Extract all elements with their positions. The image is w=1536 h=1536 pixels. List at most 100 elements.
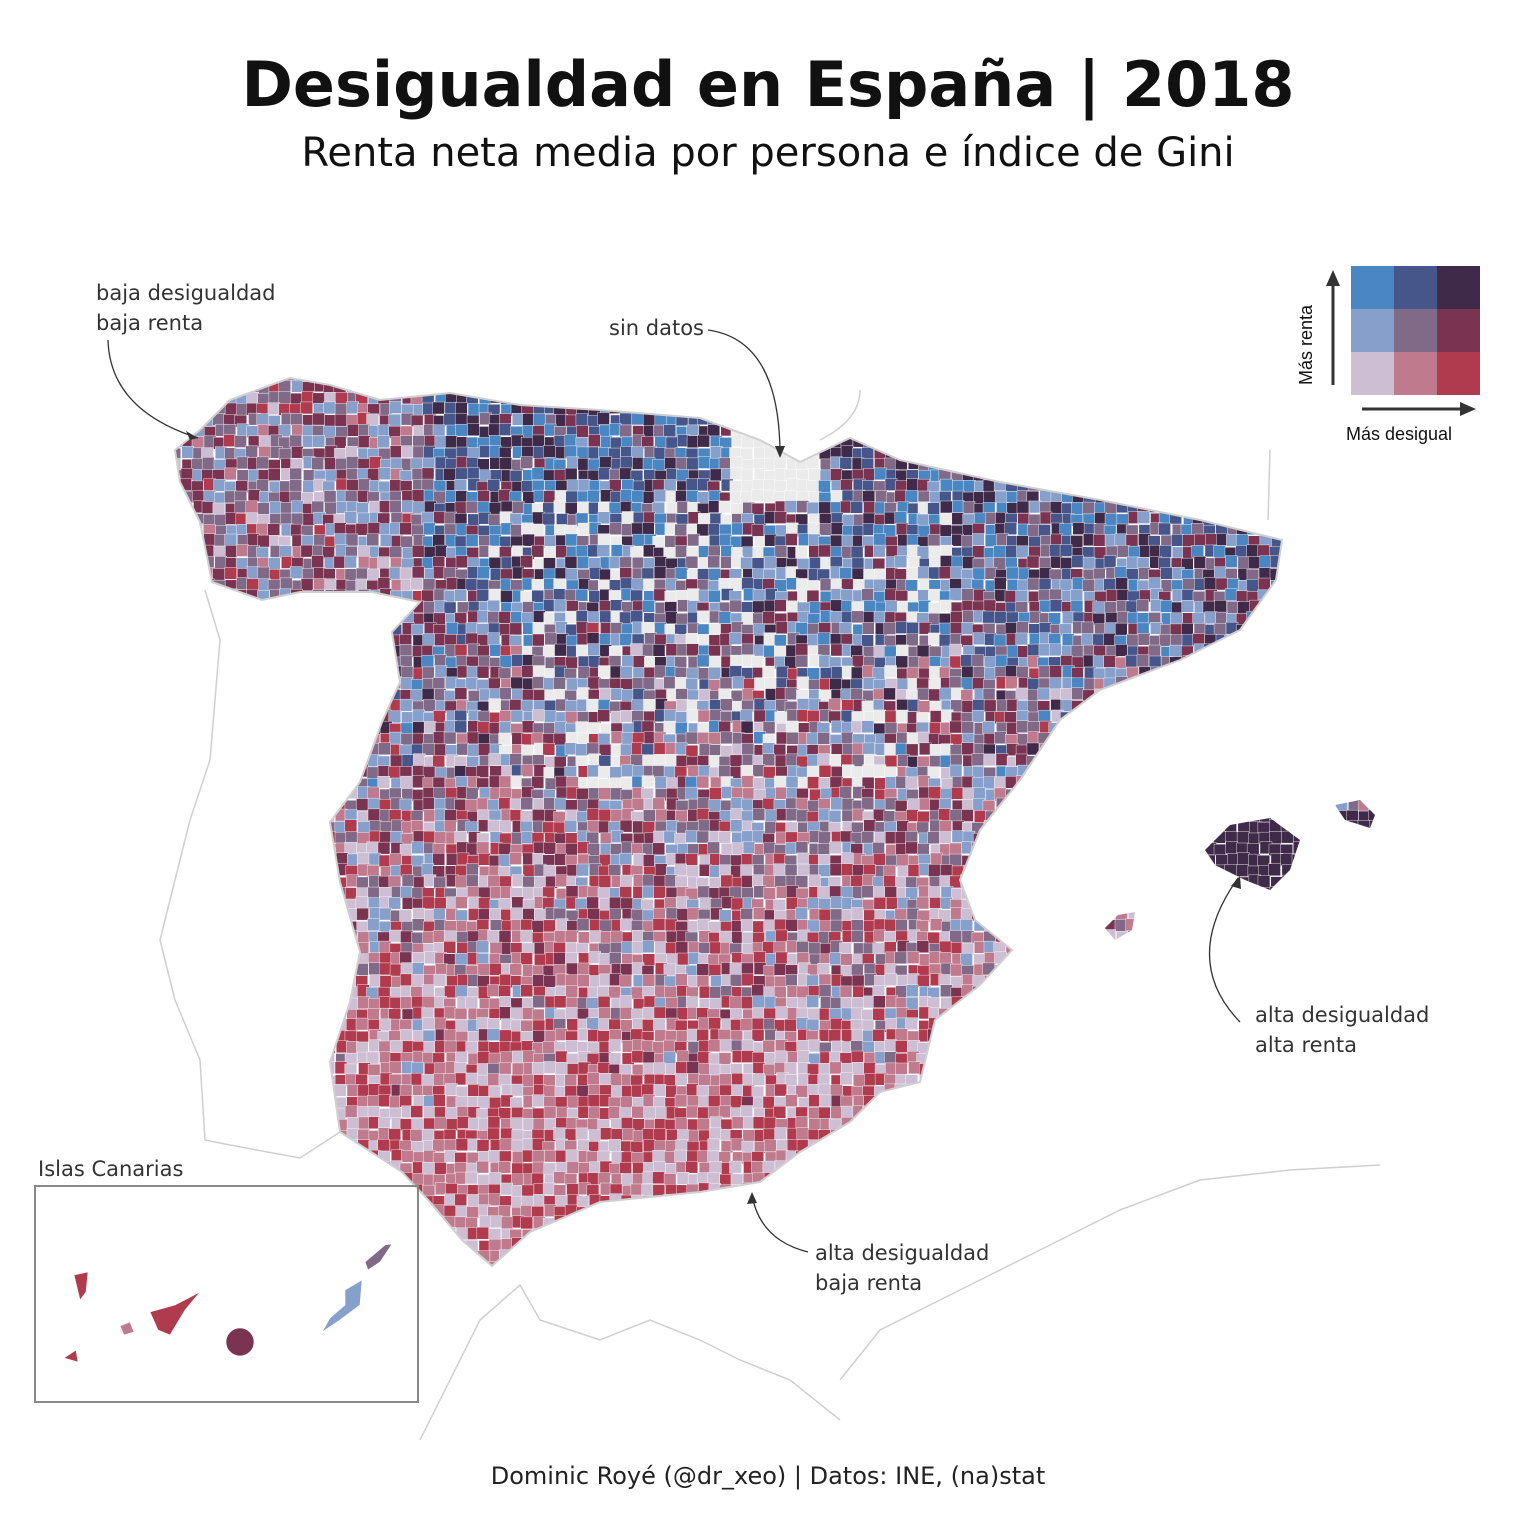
- municipality: [269, 676, 282, 689]
- municipality: [1257, 632, 1270, 645]
- municipality: [587, 379, 600, 392]
- municipality: [763, 414, 777, 427]
- municipality: [521, 665, 534, 678]
- municipality: [818, 765, 832, 778]
- municipality: [993, 820, 1006, 833]
- municipality: [1093, 567, 1106, 581]
- municipality: [1171, 434, 1184, 447]
- municipality: [520, 456, 533, 469]
- municipality: [256, 522, 269, 536]
- municipality: [477, 501, 490, 514]
- municipality: [1323, 568, 1336, 581]
- municipality: [1159, 699, 1172, 712]
- municipality: [775, 621, 789, 634]
- municipality: [1125, 378, 1139, 383]
- municipality: [1303, 677, 1317, 690]
- municipality: [510, 676, 524, 690]
- municipality: [1148, 391, 1162, 404]
- municipality: [1095, 744, 1108, 757]
- municipality: [488, 502, 502, 515]
- municipality: [1258, 378, 1272, 384]
- municipality: [807, 392, 821, 405]
- municipality: [444, 690, 457, 703]
- municipality: [280, 512, 293, 526]
- municipality: [499, 775, 512, 789]
- municipality: [1314, 502, 1328, 516]
- municipality: [1301, 413, 1315, 426]
- municipality: [421, 654, 434, 668]
- municipality: [575, 588, 589, 602]
- municipality: [247, 489, 261, 502]
- municipality: [368, 688, 382, 701]
- municipality: [1257, 711, 1271, 725]
- municipality: [718, 765, 731, 778]
- municipality: [378, 666, 391, 679]
- municipality: [454, 589, 467, 602]
- municipality: [1282, 458, 1295, 472]
- municipality: [1160, 424, 1173, 438]
- municipality: [1171, 502, 1184, 515]
- municipality: [1334, 392, 1348, 406]
- municipality: [1357, 500, 1370, 513]
- municipality: [1202, 810, 1215, 824]
- municipality: [785, 720, 799, 734]
- municipality: [1213, 777, 1227, 791]
- municipality: [588, 378, 601, 384]
- municipality: [1182, 448, 1195, 461]
- municipality: [509, 378, 523, 383]
- municipality: [1029, 391, 1042, 404]
- municipality: [906, 402, 919, 415]
- municipality: [1180, 381, 1193, 394]
- municipality: [1205, 654, 1218, 667]
- municipality: [587, 643, 600, 656]
- municipality: [257, 711, 270, 724]
- municipality: [598, 755, 612, 768]
- municipality: [182, 578, 195, 591]
- municipality: [984, 435, 998, 449]
- municipality: [729, 665, 743, 678]
- municipality: [1171, 732, 1185, 745]
- municipality: [1071, 479, 1084, 492]
- municipality: [809, 378, 822, 384]
- municipality: [1215, 437, 1229, 450]
- municipality: [1093, 799, 1106, 813]
- municipality: [993, 545, 1006, 558]
- municipality: [1258, 621, 1271, 635]
- municipality: [193, 392, 206, 405]
- municipality: [465, 787, 479, 800]
- municipality: [653, 742, 667, 756]
- municipality: [872, 558, 886, 571]
- municipality: [630, 589, 643, 603]
- municipality: [797, 404, 810, 417]
- municipality: [641, 743, 655, 757]
- municipality: [521, 831, 534, 844]
- municipality: [180, 765, 193, 779]
- municipality: [697, 456, 711, 469]
- municipality: [685, 478, 699, 491]
- municipality: [1191, 799, 1205, 812]
- municipality: [619, 633, 632, 646]
- municipality: [1379, 578, 1391, 590]
- municipality: [1226, 800, 1239, 813]
- municipality: [1248, 556, 1261, 569]
- municipality: [377, 765, 391, 778]
- municipality: [1312, 445, 1326, 458]
- municipality: [1213, 742, 1227, 756]
- municipality: [421, 478, 435, 492]
- municipality: [938, 634, 952, 647]
- municipality: [290, 412, 303, 426]
- municipality: [1103, 788, 1117, 801]
- municipality: [1182, 502, 1195, 516]
- municipality: [851, 666, 864, 680]
- municipality: [741, 643, 755, 657]
- municipality: [181, 732, 194, 745]
- municipality: [599, 378, 612, 382]
- municipality: [1226, 425, 1240, 438]
- municipality: [774, 545, 788, 558]
- municipality: [1103, 689, 1117, 702]
- municipality: [1159, 459, 1173, 472]
- municipality: [1226, 391, 1240, 405]
- municipality: [1136, 810, 1149, 823]
- municipality: [1114, 533, 1128, 547]
- municipality: [1170, 699, 1183, 713]
